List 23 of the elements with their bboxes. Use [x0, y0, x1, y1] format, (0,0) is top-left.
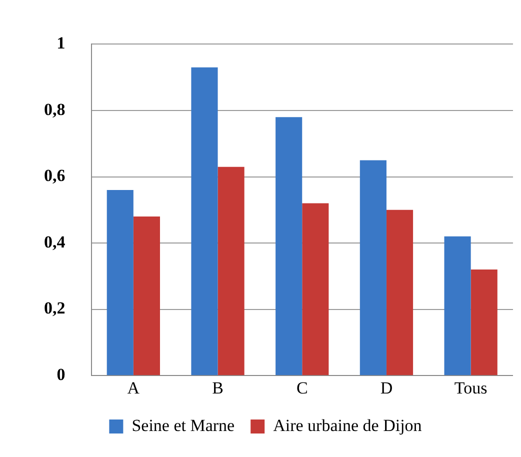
x-tick-label: Tous	[454, 378, 488, 398]
bar	[470, 270, 498, 376]
y-tick-label: 0,6	[44, 166, 66, 186]
y-tick-label: 0,2	[44, 298, 66, 318]
bar	[218, 166, 244, 376]
y-tick-label: 1	[56, 34, 66, 53]
legend-label: Seine et Marne	[132, 416, 235, 435]
y-tick-label: 0,8	[44, 100, 66, 119]
bar	[302, 203, 329, 376]
x-tick-label: C	[296, 378, 308, 398]
bar	[106, 190, 134, 376]
bar	[444, 236, 471, 376]
bar	[191, 67, 218, 376]
legend-label: Aire urbaine de Dijon	[273, 416, 422, 435]
bar	[360, 160, 386, 376]
x-tick-label: B	[212, 378, 224, 398]
y-tick-label: 0	[56, 364, 66, 384]
bar	[133, 216, 160, 376]
x-tick-label: A	[127, 378, 140, 398]
y-tick-label: 0,4	[44, 232, 66, 252]
x-tick-label: D	[380, 378, 393, 398]
bar	[276, 117, 302, 376]
bar	[386, 210, 414, 376]
